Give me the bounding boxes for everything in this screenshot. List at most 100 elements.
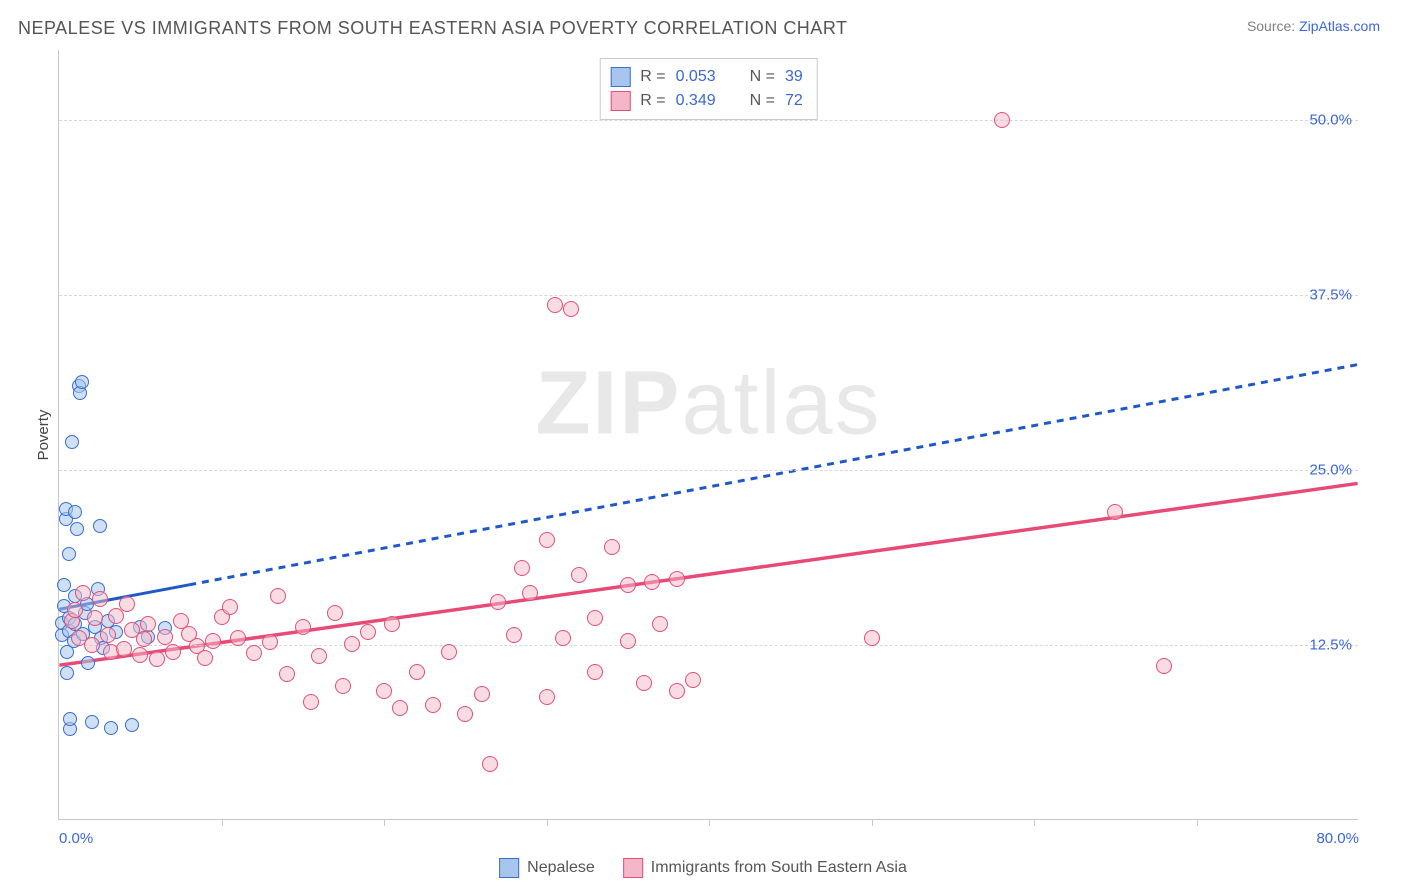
- data-point: [490, 594, 506, 610]
- legend-label: Immigrants from South Eastern Asia: [651, 859, 907, 877]
- data-point: [165, 644, 181, 660]
- gridline: [59, 295, 1358, 296]
- chart-title: NEPALESE VS IMMIGRANTS FROM SOUTH EASTER…: [18, 18, 848, 39]
- y-tick-label: 12.5%: [1309, 637, 1352, 654]
- data-point: [587, 610, 603, 626]
- data-point: [669, 571, 685, 587]
- r-label: R =: [640, 65, 665, 89]
- x-tick-label: 80.0%: [1316, 830, 1359, 847]
- y-tick-label: 25.0%: [1309, 462, 1352, 479]
- legend-swatch: [499, 858, 519, 878]
- data-point: [84, 637, 100, 653]
- y-axis-label: Poverty: [35, 410, 52, 461]
- data-point: [311, 648, 327, 664]
- series-legend: Nepalese Immigrants from South Eastern As…: [499, 858, 907, 878]
- data-point: [116, 641, 132, 657]
- data-point: [457, 706, 473, 722]
- legend-row: R = 0.053 N = 39: [610, 65, 803, 89]
- data-point: [132, 647, 148, 663]
- data-point: [376, 683, 392, 699]
- data-point: [514, 560, 530, 576]
- data-point: [392, 700, 408, 716]
- data-point: [636, 675, 652, 691]
- data-point: [441, 644, 457, 660]
- source-link[interactable]: ZipAtlas.com: [1299, 18, 1380, 34]
- n-label: N =: [750, 65, 775, 89]
- data-point: [222, 599, 238, 615]
- data-point: [104, 721, 118, 735]
- y-tick-label: 50.0%: [1309, 112, 1352, 129]
- data-point: [539, 689, 555, 705]
- data-point: [270, 588, 286, 604]
- data-point: [136, 631, 152, 647]
- data-point: [547, 297, 563, 313]
- x-tick: [547, 819, 548, 826]
- data-point: [555, 630, 571, 646]
- data-point: [67, 602, 83, 618]
- x-tick: [1197, 819, 1198, 826]
- data-point: [63, 712, 77, 726]
- r-value: 0.053: [676, 65, 716, 89]
- data-point: [539, 532, 555, 548]
- data-point: [205, 633, 221, 649]
- data-point: [149, 651, 165, 667]
- data-point: [1156, 658, 1172, 674]
- x-tick-label: 0.0%: [59, 830, 93, 847]
- data-point: [685, 672, 701, 688]
- x-tick: [222, 819, 223, 826]
- data-point: [327, 605, 343, 621]
- data-point: [65, 435, 79, 449]
- data-point: [652, 616, 668, 632]
- r-label: R =: [640, 89, 665, 113]
- data-point: [279, 666, 295, 682]
- data-point: [125, 718, 139, 732]
- x-tick: [1034, 819, 1035, 826]
- legend-swatch: [623, 858, 643, 878]
- x-tick: [872, 819, 873, 826]
- legend-label: Nepalese: [527, 859, 595, 877]
- plot-region: ZIPatlas R =0.053N =39R =0.349N =72 12.5…: [58, 50, 1358, 820]
- data-point: [669, 683, 685, 699]
- legend-swatch: [610, 91, 630, 111]
- data-point: [335, 678, 351, 694]
- data-point: [157, 629, 173, 645]
- data-point: [522, 585, 538, 601]
- data-point: [425, 697, 441, 713]
- data-point: [75, 375, 89, 389]
- x-tick: [384, 819, 385, 826]
- data-point: [140, 616, 156, 632]
- legend-row: R =0.349N =72: [610, 89, 803, 113]
- n-value: 72: [785, 89, 803, 113]
- data-point: [474, 686, 490, 702]
- data-point: [62, 547, 76, 561]
- data-point: [587, 664, 603, 680]
- data-point: [262, 634, 278, 650]
- data-point: [864, 630, 880, 646]
- data-point: [1107, 504, 1123, 520]
- data-point: [620, 577, 636, 593]
- data-point: [93, 519, 107, 533]
- correlation-legend: R = 0.053 N = 39R =0.349N =72: [599, 58, 818, 120]
- data-point: [344, 636, 360, 652]
- data-point: [70, 522, 84, 536]
- data-point: [197, 650, 213, 666]
- data-point: [482, 756, 498, 772]
- chart-area: Poverty ZIPatlas R =0.053N =39R =0.349N …: [40, 50, 1380, 820]
- data-point: [563, 301, 579, 317]
- gridline: [59, 120, 1358, 121]
- legend-item: Nepalese: [499, 858, 595, 878]
- data-point: [571, 567, 587, 583]
- data-point: [620, 633, 636, 649]
- y-tick-label: 37.5%: [1309, 287, 1352, 304]
- data-point: [246, 645, 262, 661]
- data-point: [85, 715, 99, 729]
- n-value: 39: [785, 65, 803, 89]
- gridline: [59, 470, 1358, 471]
- legend-item: Immigrants from South Eastern Asia: [623, 858, 907, 878]
- source-label: Source: ZipAtlas.com: [1247, 18, 1380, 34]
- data-point: [384, 616, 400, 632]
- data-point: [57, 578, 71, 592]
- x-tick: [709, 819, 710, 826]
- data-point: [68, 505, 82, 519]
- legend-swatch: [610, 67, 630, 87]
